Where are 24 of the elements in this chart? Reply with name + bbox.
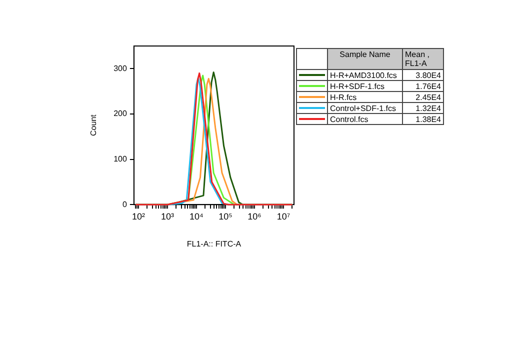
legend-label: H-R+SDF-1.fcs (328, 80, 402, 92)
text: 1.76E4 (402, 80, 444, 92)
x-tick-label: 10² (132, 211, 145, 222)
x-tick-label: 10⁷ (276, 211, 290, 222)
text: Mean , FL1-A (402, 48, 444, 70)
y-tick-label: 200 (114, 109, 128, 118)
legend-title: Sample Name (328, 48, 402, 70)
legend-label: Control.fcs (328, 114, 402, 124)
x-tick-label: 10⁵ (218, 211, 233, 222)
x-tick-label: 10⁶ (248, 211, 262, 222)
x-tick-label: 10⁴ (190, 211, 204, 222)
text: 2.45E4 (402, 92, 444, 102)
legend-label: Control+SDF-1.fcs (328, 102, 402, 114)
legend-label: H-R+AMD3100.fcs (328, 70, 402, 80)
x-tick-label: 10³ (160, 211, 174, 222)
legend-label: H-R.fcs (328, 92, 402, 102)
y-tick-label: 300 (114, 64, 128, 73)
text: 1.38E4 (402, 114, 444, 124)
text: 1.32E4 (402, 102, 444, 114)
x-axis-title: FL1-A:: FITC-A (186, 239, 242, 248)
y-tick-label: 0 (122, 200, 128, 209)
y-axis-title: Count (89, 114, 98, 136)
text: 3.80E4 (402, 70, 444, 80)
y-tick-label: 100 (114, 154, 128, 164)
